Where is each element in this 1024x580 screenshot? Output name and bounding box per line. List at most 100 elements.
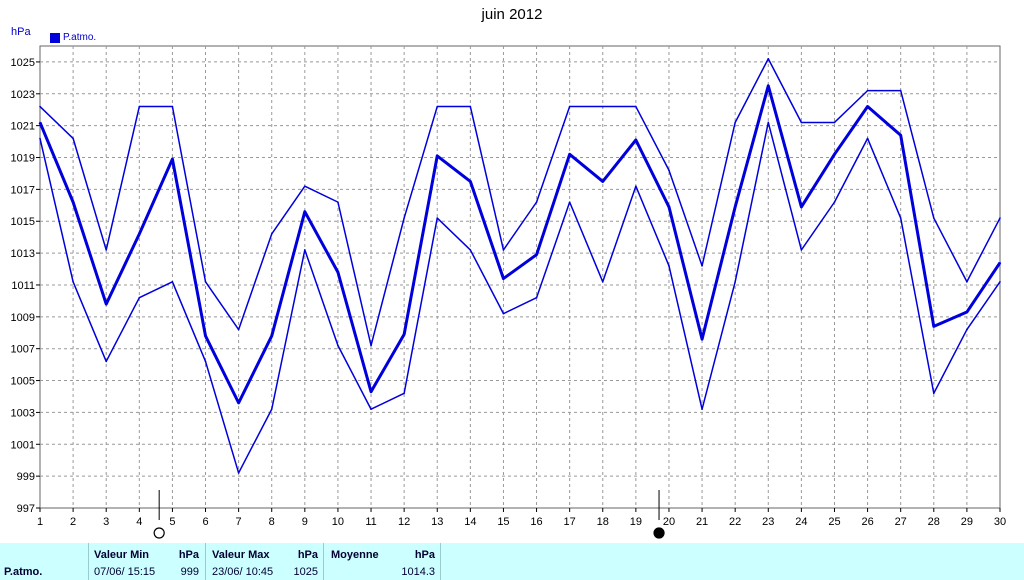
x-tick-label: 3 [103,516,109,528]
stats-min-date: 07/06/ 15:15 [94,566,156,578]
data-point-mean [932,325,935,328]
plot-area [39,45,1001,509]
stats-max-unit: hPa [297,549,318,561]
data-point-max [304,185,306,187]
data-point-min [535,296,538,299]
legend: P.atmo. [50,32,96,43]
stats-min-unit: hPa [178,549,199,561]
series-line-mean [38,84,1002,405]
stats-mean-label: Moyenne [331,549,379,561]
x-tick-label: 9 [302,516,308,528]
x-tick-label: 20 [663,516,675,528]
data-point-max [105,249,108,251]
x-tick-label: 17 [564,516,576,528]
data-point-mean [568,153,571,156]
data-point-mean [800,206,803,208]
data-point-min [668,265,670,267]
data-point-max [999,217,1001,219]
data-point-mean [866,105,869,108]
x-tick-label: 7 [236,516,242,528]
y-tick-label: 1015 [11,216,35,228]
data-point-min [204,360,207,363]
series-line-max [39,57,1001,347]
data-point-mean [899,134,902,137]
data-point-max [800,121,803,124]
x-tick-label: 28 [928,516,940,528]
data-point-min [304,249,306,251]
stats-row-label: P.atmo. [4,566,43,578]
full-moon-icon [153,527,165,539]
data-point-mean [337,271,339,274]
x-tick-label: 24 [795,516,807,528]
y-tick-label: 1025 [11,57,35,69]
data-point-mean [138,233,141,235]
data-point-mean [966,311,968,313]
data-point-max [966,280,968,283]
y-tick-label: 1003 [11,407,35,419]
data-point-min [72,280,74,283]
data-point-max [767,57,770,60]
x-tick-label: 16 [530,516,542,528]
data-point-mean [370,390,372,393]
data-point-mean [403,333,405,336]
data-point-mean [767,85,770,87]
y-tick-label: 1009 [11,312,35,324]
data-point-mean [502,277,505,280]
x-tick-label: 18 [597,516,609,528]
data-point-max [171,105,174,108]
data-point-min [999,280,1001,283]
data-point-min [138,296,141,299]
data-point-mean [734,206,736,208]
stats-mean-unit: hPa [414,549,435,561]
data-point-max [337,201,339,203]
x-tick-label: 11 [365,516,376,528]
y-tick-label: 1021 [11,121,35,133]
x-tick-label: 27 [895,516,907,528]
data-point-mean [270,335,273,337]
new-moon-icon [653,527,665,539]
y-tick-label: 1007 [11,344,35,356]
data-point-max [535,201,538,203]
x-tick-label: 4 [136,516,142,528]
stats-mean-block: Moyenne hPa 1014.3 [323,543,441,580]
data-point-mean [204,335,207,337]
data-point-max [734,121,736,124]
y-axis-unit: hPa [11,26,31,38]
data-point-min [237,472,240,474]
stats-min-label: Valeur Min [94,549,150,561]
data-point-min [39,137,41,140]
data-point-min [899,217,902,219]
data-point-max [237,328,240,331]
data-point-min [966,328,968,331]
data-point-max [370,344,372,347]
data-point-min [270,408,273,411]
data-point-min [800,249,803,251]
x-tick-label: 2 [70,516,76,528]
data-point-mean [237,402,240,404]
y-tick-label: 1019 [11,153,35,165]
x-tick-label: 30 [994,516,1006,528]
x-tick-label: 25 [828,516,840,528]
data-point-mean [999,261,1001,264]
data-point-min [833,201,836,203]
chart-plot: 9979991001100310051007100910111013101510… [11,45,1006,539]
stats-min-value: 999 [180,566,199,578]
data-point-min [601,280,604,283]
x-tick-label: 23 [762,516,774,528]
stats-mean-value: 1014.3 [401,566,435,578]
data-point-min [701,408,703,411]
data-point-max [601,105,604,108]
data-point-min [502,312,505,315]
y-tick-label: 1011 [11,280,35,292]
legend-swatch [50,32,60,43]
stats-max-label: Valeur Max [212,549,270,561]
data-point-mean [436,155,439,157]
data-point-max [204,280,207,283]
x-tick-label: 21 [696,516,708,528]
x-tick-label: 1 [37,516,43,528]
y-tick-label: 1001 [11,439,35,451]
data-point-max [932,217,935,219]
data-point-min [767,121,770,124]
x-tick-label: 14 [464,516,476,528]
data-point-max [635,105,637,108]
